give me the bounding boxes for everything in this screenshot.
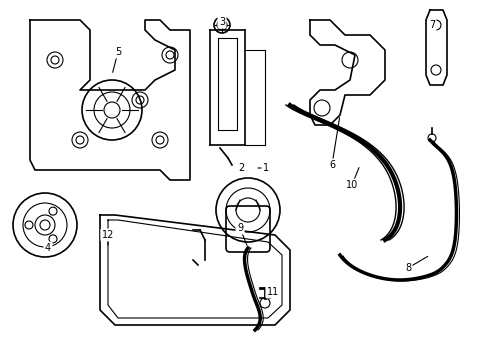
- Text: 6: 6: [328, 160, 334, 170]
- Text: 10: 10: [345, 180, 357, 190]
- Text: 1: 1: [263, 163, 268, 173]
- Text: 12: 12: [102, 230, 114, 240]
- Text: 3: 3: [219, 17, 224, 27]
- Text: 5: 5: [115, 47, 121, 57]
- Text: 4: 4: [45, 243, 51, 253]
- Text: 9: 9: [237, 223, 243, 233]
- Text: 8: 8: [404, 263, 410, 273]
- Text: 2: 2: [237, 163, 244, 173]
- Text: 7: 7: [428, 20, 434, 30]
- Text: 11: 11: [266, 287, 279, 297]
